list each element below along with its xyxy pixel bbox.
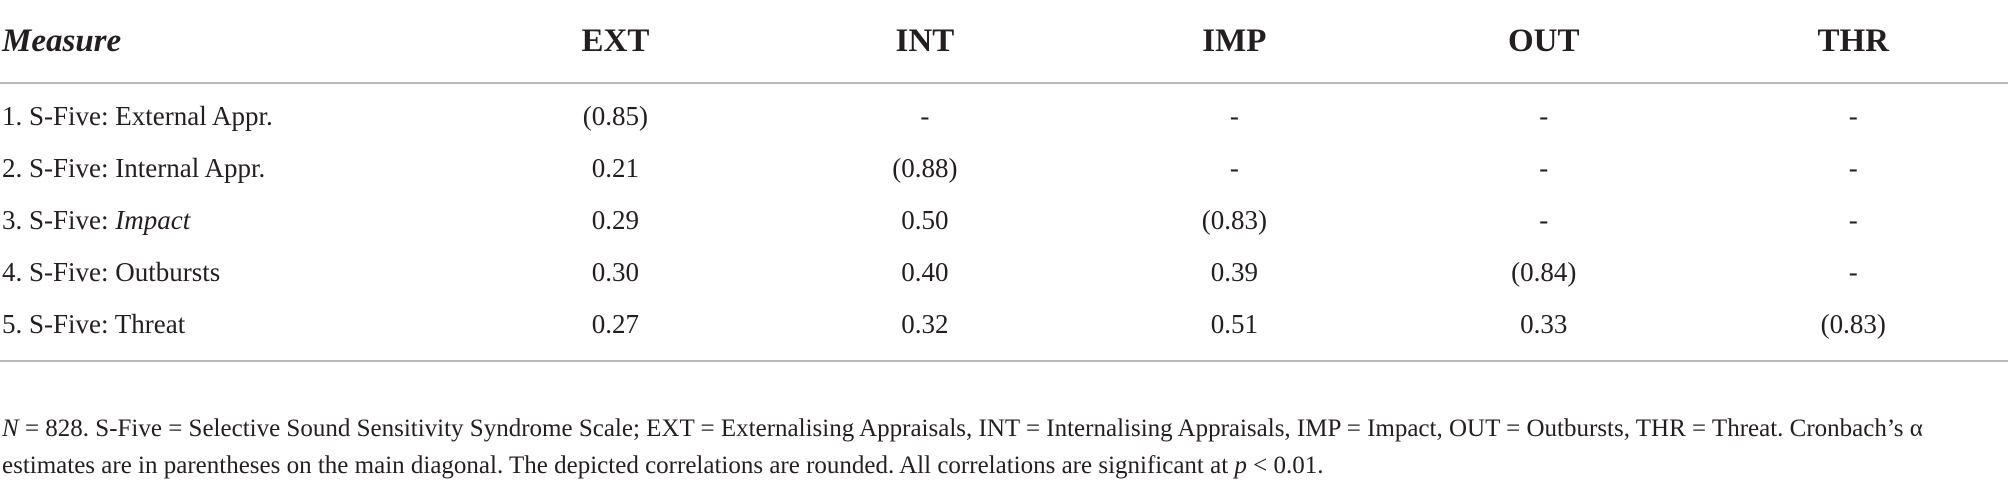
measure-prefix: 3. S-Five: <box>2 204 116 235</box>
measure-label: 4. S-Five: Outbursts <box>0 246 461 298</box>
table-cell: 0.29 <box>591 204 640 235</box>
measure-prefix: 2. S-Five: <box>2 152 116 183</box>
table-cell: (0.83) <box>1820 308 1886 339</box>
table-cell: (0.85) <box>582 100 649 131</box>
correlation-table-container: Measure EXT INT IMP OUT THR 1. S-Five: E… <box>0 0 2008 350</box>
table-row: 2. S-Five: Internal Appr. 0.21 (0.88) - … <box>0 142 2008 194</box>
table-cell: - <box>1229 152 1239 183</box>
measure-label: 2. S-Five: Internal Appr. <box>0 142 461 194</box>
table-cell: - <box>1848 100 1858 131</box>
measure-column-header: Measure <box>0 0 461 84</box>
table-cell: (0.88) <box>892 152 958 183</box>
table-footnote: N = 828. S-Five = Selective Sound Sensit… <box>2 410 2002 484</box>
table-cell: (0.83) <box>1201 204 1267 235</box>
measure-prefix: 1. S-Five: <box>2 100 116 131</box>
table-cell: - <box>1848 152 1858 183</box>
measure-label: 5. S-Five: Threat <box>0 298 461 350</box>
table-cell: - <box>1539 204 1549 235</box>
table-row: 4. S-Five: Outbursts 0.30 0.40 0.39 (0.8… <box>0 246 2008 298</box>
p-value-symbol: p <box>1234 452 1247 479</box>
measure-label: 3. S-Five: Impact <box>0 194 461 246</box>
column-header-ext: EXT <box>460 0 771 84</box>
table-cell: (0.84) <box>1511 256 1577 287</box>
measure-label: 1. S-Five: External Appr. <box>0 83 461 142</box>
column-header-out: OUT <box>1389 0 1699 84</box>
sample-size-symbol: N <box>2 415 19 442</box>
column-header-thr: THR <box>1698 0 2008 84</box>
table-bottom-rule <box>0 360 2008 362</box>
measure-name: Outbursts <box>115 256 221 287</box>
table-cell: 0.27 <box>591 308 640 339</box>
measure-name: External Appr. <box>115 100 273 131</box>
table-cell: 0.51 <box>1210 308 1258 339</box>
measure-name: Impact <box>115 204 191 235</box>
correlation-table: Measure EXT INT IMP OUT THR 1. S-Five: E… <box>0 0 2008 350</box>
table-cell: - <box>1848 204 1858 235</box>
footnote-line-2-end: < 0.01. <box>1246 452 1324 479</box>
table-cell: 0.50 <box>901 204 949 235</box>
header-row: Measure EXT INT IMP OUT THR <box>0 0 2008 84</box>
table-row: 5. S-Five: Threat 0.27 0.32 0.51 0.33 (0… <box>0 298 2008 350</box>
table-cell: - <box>1539 152 1549 183</box>
table-row: 3. S-Five: Impact 0.29 0.50 (0.83) - - <box>0 194 2008 246</box>
table-cell: 0.32 <box>901 308 949 339</box>
table-cell: 0.33 <box>1520 308 1568 339</box>
table-row: 1. S-Five: External Appr. (0.85) - - - - <box>0 83 2008 142</box>
footnote-line-2: estimates are in parentheses on the main… <box>2 452 1235 479</box>
table-cell: - <box>1848 256 1858 287</box>
column-header-imp: IMP <box>1079 0 1390 84</box>
table-cell: - <box>1539 100 1549 131</box>
table-cell: 0.40 <box>901 256 949 287</box>
table-cell: 0.30 <box>591 256 640 287</box>
table-cell: - <box>1229 100 1239 131</box>
measure-prefix: 5. S-Five: <box>2 308 115 339</box>
measure-prefix: 4. S-Five: <box>2 256 116 287</box>
footnote-line-1: = 828. S-Five = Selective Sound Sensitiv… <box>18 415 1923 442</box>
measure-name: Threat <box>114 308 186 339</box>
column-header-int: INT <box>770 0 1080 84</box>
table-cell: 0.39 <box>1210 256 1258 287</box>
table-cell: - <box>920 100 930 131</box>
measure-name: Internal Appr. <box>115 152 266 183</box>
table-cell: 0.21 <box>591 152 640 183</box>
